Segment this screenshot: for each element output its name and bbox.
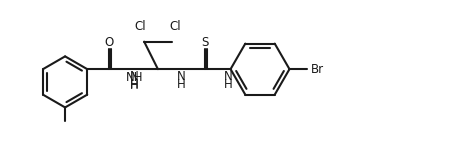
Text: Cl: Cl: [134, 20, 146, 33]
Text: H: H: [224, 78, 233, 91]
Text: N: N: [177, 71, 186, 84]
Text: S: S: [201, 36, 209, 49]
Text: Cl: Cl: [170, 20, 181, 33]
Text: H: H: [177, 78, 186, 91]
Text: N: N: [130, 71, 139, 84]
Text: NH: NH: [126, 71, 143, 84]
Text: N: N: [224, 71, 233, 84]
Text: O: O: [104, 36, 113, 49]
Text: Br: Br: [310, 63, 323, 76]
Text: H: H: [130, 78, 139, 91]
Text: H: H: [130, 79, 139, 92]
